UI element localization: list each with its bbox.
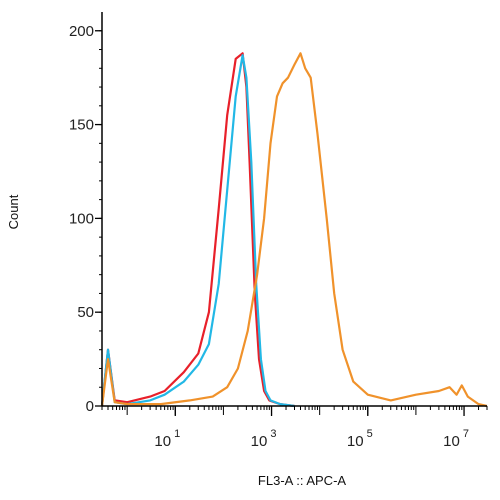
x-ticks: 10 1 10 3 10 5 10 7 (154, 406, 469, 450)
x-tick-exponent: 1 (174, 428, 180, 440)
series-line-2 (100, 54, 295, 408)
y-axis-title: Count (6, 194, 21, 229)
x-tick-exponent: 5 (367, 428, 373, 440)
x-tick-label: 10 1 (154, 428, 180, 450)
y-tick-label: 0 (86, 398, 94, 415)
x-tick-label: 10 5 (347, 428, 373, 450)
plot-area: 0 50 100 150 200 10 1 10 3 10 5 10 7 (69, 12, 488, 450)
y-tick-label: 50 (77, 304, 94, 321)
x-minor-ticks (101, 406, 488, 415)
series-layer (100, 52, 488, 408)
y-tick-label: 150 (69, 117, 94, 134)
x-axis-title: FL3-A :: APC-A (258, 473, 346, 488)
x-tick-exponent: 7 (463, 428, 469, 440)
x-tick-label: 10 3 (251, 428, 277, 450)
series-line-1 (100, 52, 295, 408)
x-tick-exponent: 3 (270, 428, 276, 440)
series-line-3 (100, 52, 488, 408)
y-ticks: 0 50 100 150 200 (69, 23, 102, 415)
y-tick-label: 200 (69, 23, 94, 40)
x-tick-label: 10 7 (443, 428, 469, 450)
y-tick-label: 100 (69, 210, 94, 227)
